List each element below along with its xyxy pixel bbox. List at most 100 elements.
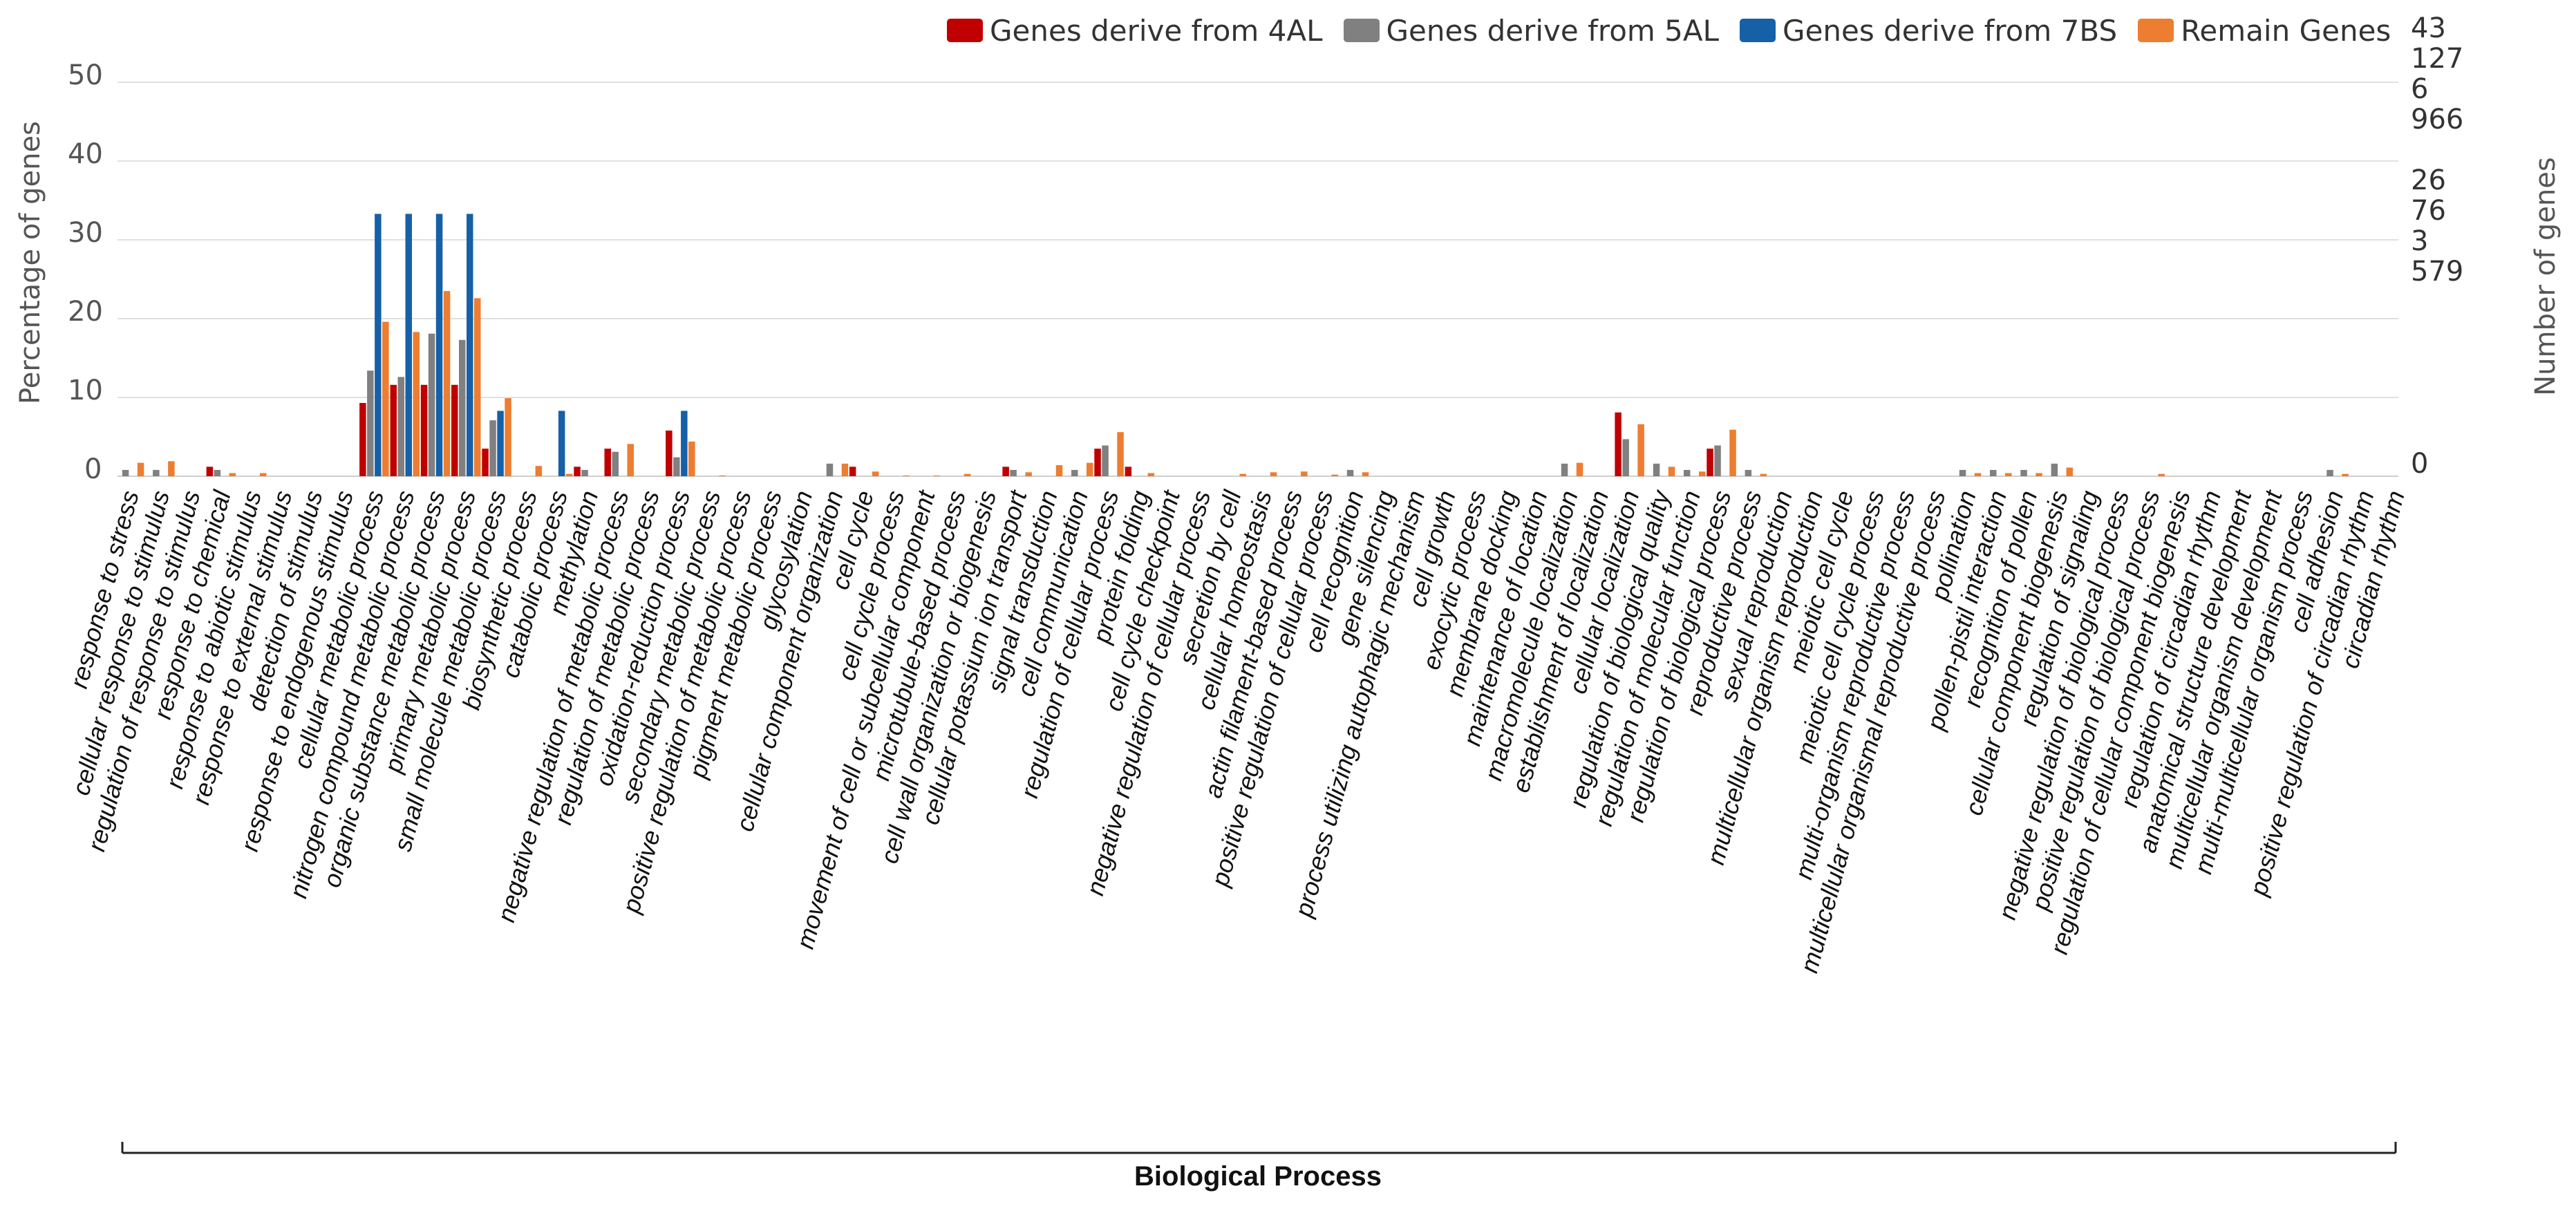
right-number: 43 — [2411, 12, 2446, 44]
bar-3-51 — [1699, 471, 1706, 476]
bar-3-49 — [1637, 424, 1644, 476]
bar-3-50 — [1668, 467, 1675, 476]
right-number: 127 — [2411, 43, 2464, 75]
y2-axis-title: Number of genes — [2530, 157, 2561, 396]
bar-1-8 — [367, 370, 374, 476]
y-tick-50: 50 — [68, 59, 103, 91]
bar-1-62 — [2020, 469, 2027, 476]
bar-3-63 — [2066, 467, 2074, 476]
bar-0-15 — [574, 467, 581, 476]
legend-swatch-remain — [2138, 19, 2174, 42]
y-tick-10: 10 — [68, 375, 103, 406]
bar-1-16 — [612, 451, 619, 476]
bar-1-12 — [489, 420, 496, 476]
bar-1-52 — [1714, 445, 1721, 476]
legend-item-5al: Genes derive from 5AL — [1343, 13, 1720, 48]
right-number: 579 — [2411, 256, 2464, 288]
bar-1-9 — [397, 377, 404, 476]
bar-0-52 — [1707, 449, 1713, 476]
x-axis-title: Biological Process — [1134, 1161, 1382, 1192]
bar-3-38 — [1301, 471, 1308, 476]
gridlines — [117, 82, 2398, 477]
legend-item-4al: Genes derive from 4AL — [947, 14, 1323, 48]
bar-3-23 — [841, 463, 849, 476]
bar-1-40 — [1346, 469, 1354, 476]
bar-2-14 — [558, 411, 565, 476]
bar-1-1 — [153, 469, 160, 476]
bar-0-29 — [1002, 467, 1009, 476]
bar-2-11 — [467, 214, 473, 476]
right-number: 0 — [2411, 448, 2429, 480]
bar-3-32 — [1117, 432, 1124, 476]
bar-0-18 — [666, 430, 673, 476]
bar-1-61 — [1990, 469, 1997, 476]
bar-1-72 — [2326, 469, 2333, 476]
bar-1-60 — [1959, 469, 1966, 476]
bar-1-0 — [122, 469, 129, 476]
bar-3-72 — [2342, 473, 2349, 476]
bar-3-62 — [2036, 473, 2042, 476]
bar-1-50 — [1653, 463, 1660, 476]
bar-1-31 — [1071, 469, 1078, 476]
bar-3-16 — [627, 444, 634, 476]
bar-3-30 — [1055, 465, 1063, 476]
bar-1-18 — [673, 457, 680, 476]
right-number: 3 — [2411, 225, 2429, 257]
right-number: 76 — [2411, 195, 2446, 227]
y-tick-40: 40 — [68, 138, 103, 170]
bar-3-3 — [229, 473, 236, 476]
bar-3-13 — [535, 466, 543, 476]
bar-1-51 — [1684, 469, 1691, 476]
bar-3-37 — [1270, 472, 1277, 476]
bar-1-15 — [581, 469, 588, 476]
bar-3-53 — [1760, 473, 1767, 476]
bar-3-29 — [1025, 472, 1032, 476]
bar-3-14 — [565, 473, 573, 476]
right-number: 966 — [2411, 104, 2464, 135]
category-bracket — [121, 1142, 2397, 1154]
bar-0-10 — [420, 384, 428, 476]
bar-1-32 — [1102, 445, 1109, 476]
bar-3-0 — [137, 462, 144, 476]
bar-3-66 — [2158, 473, 2165, 476]
bar-3-47 — [1576, 462, 1583, 476]
bar-2-10 — [435, 214, 443, 476]
bar-2-18 — [681, 411, 688, 476]
bar-2-8 — [375, 214, 382, 476]
bar-0-3 — [206, 467, 214, 476]
bar-1-11 — [459, 339, 466, 476]
right-number: 26 — [2411, 164, 2446, 196]
bar-3-18 — [688, 441, 695, 476]
bar-0-11 — [451, 384, 458, 476]
bar-1-23 — [826, 463, 834, 476]
bar-1-10 — [428, 333, 435, 476]
bar-0-16 — [604, 449, 611, 476]
legend-swatch-5al — [1343, 19, 1380, 42]
bar-2-9 — [405, 214, 412, 476]
bar-3-24 — [872, 471, 879, 476]
legend-label-remain: Remain Genes — [2181, 13, 2391, 48]
bar-3-12 — [505, 398, 511, 476]
bar-marks — [122, 214, 2349, 476]
bar-1-29 — [1010, 469, 1017, 476]
bar-0-8 — [359, 403, 366, 476]
bar-1-47 — [1561, 463, 1568, 476]
bar-0-49 — [1615, 412, 1621, 476]
legend-label-4al: Genes derive from 4AL — [990, 13, 1323, 48]
bar-1-63 — [2051, 463, 2058, 476]
legend-swatch-4al — [947, 19, 983, 42]
legend-item-7bs: Genes derive from 7BS — [1740, 14, 2117, 48]
legend-label-7bs: Genes derive from 7BS — [1783, 13, 2118, 48]
bar-0-33 — [1125, 467, 1132, 476]
legend-swatch-7bs — [1740, 19, 1776, 42]
bar-0-24 — [849, 467, 856, 476]
bar-1-3 — [214, 469, 221, 476]
bar-3-11 — [474, 298, 481, 476]
bar-1-49 — [1622, 439, 1629, 476]
bar-3-8 — [382, 321, 389, 476]
legend-label-5al: Genes derive from 5AL — [1386, 13, 1720, 48]
bar-3-4 — [259, 473, 267, 476]
right-number: 6 — [2411, 73, 2429, 105]
